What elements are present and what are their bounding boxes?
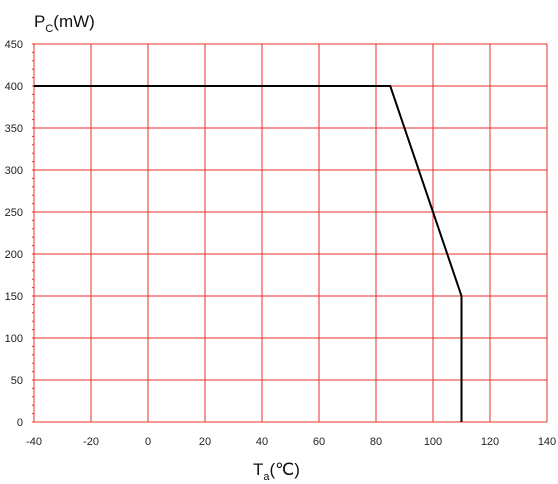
series-layer — [34, 85, 463, 422]
x-tick-label: -20 — [83, 436, 99, 448]
power-derating-line — [34, 85, 463, 422]
y-tick-label: 0 — [17, 417, 23, 429]
x-tick-label: 100 — [424, 436, 442, 448]
x-tick-label: 0 — [145, 436, 151, 448]
y-tick-label: 350 — [5, 123, 23, 135]
x-axis-title: Ta(℃) — [253, 460, 300, 483]
y-tick-label: 450 — [5, 39, 23, 51]
y-tick-label: 400 — [5, 81, 23, 93]
y-tick-label: 50 — [11, 375, 23, 387]
x-tick-label: 60 — [313, 436, 325, 448]
y-tick-label: 250 — [5, 207, 23, 219]
x-tick-label: -40 — [26, 436, 42, 448]
x-tick-label: 20 — [199, 436, 211, 448]
x-tick-label: 120 — [481, 436, 499, 448]
y-tick-label: 300 — [5, 165, 23, 177]
x-tick-label: 140 — [538, 436, 556, 448]
x-tick-label: 80 — [370, 436, 382, 448]
x-tick-label: 40 — [256, 436, 268, 448]
tick-labels: -40 -20 0 20 40 60 80 100 120 140 0 50 100 150 200 250 3… — [5, 39, 557, 448]
y-axis-title: PC(mW) — [34, 12, 95, 35]
y-tick-label: 200 — [5, 249, 23, 261]
grid — [32, 43, 548, 423]
y-tick-label: 150 — [5, 291, 23, 303]
y-tick-label: 100 — [5, 333, 23, 345]
